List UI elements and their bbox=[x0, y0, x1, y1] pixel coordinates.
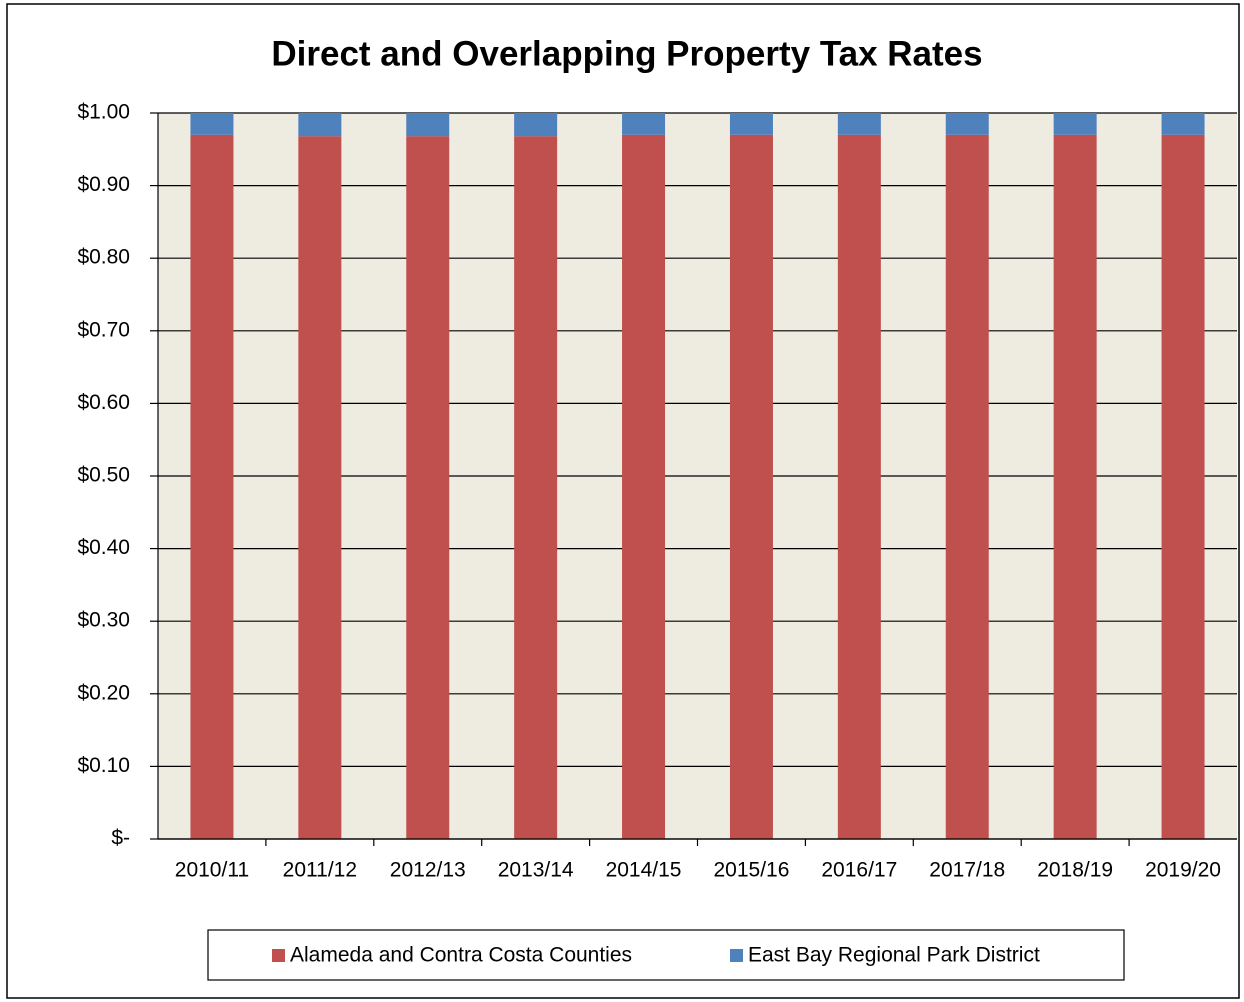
bar-segment bbox=[837, 134, 881, 839]
y-tick-label: $- bbox=[111, 827, 130, 850]
y-tick-label: $0.90 bbox=[77, 173, 130, 196]
x-tick-label: 2010/11 bbox=[175, 859, 249, 882]
legend-label: East Bay Regional Park District bbox=[748, 944, 1040, 967]
x-tick-label: 2017/18 bbox=[929, 859, 1005, 882]
x-tick-label: 2019/20 bbox=[1145, 859, 1221, 882]
bar-segment bbox=[190, 113, 234, 135]
x-tick-label: 2011/12 bbox=[283, 859, 357, 882]
y-tick-label: $0.60 bbox=[77, 391, 130, 414]
y-tick-label: $1.00 bbox=[77, 101, 130, 124]
chart-title: Direct and Overlapping Property Tax Rate… bbox=[271, 34, 982, 73]
bar-segment bbox=[190, 134, 234, 839]
bar-segment bbox=[298, 113, 342, 137]
bar-segment bbox=[298, 136, 342, 839]
bar-segment bbox=[945, 113, 989, 135]
y-tick-label: $0.50 bbox=[77, 464, 130, 487]
y-tick-label: $0.30 bbox=[77, 609, 130, 632]
bar-segment bbox=[406, 113, 450, 137]
bar-segment bbox=[406, 136, 450, 839]
bar-segment bbox=[514, 113, 558, 137]
x-tick-label: 2015/16 bbox=[713, 859, 789, 882]
x-tick-label: 2018/19 bbox=[1037, 859, 1113, 882]
legend-label: Alameda and Contra Costa Counties bbox=[290, 944, 632, 967]
bar-segment bbox=[514, 136, 558, 839]
x-tick-label: 2012/13 bbox=[390, 859, 466, 882]
y-tick-label: $0.20 bbox=[77, 681, 130, 704]
legend-swatch bbox=[272, 949, 285, 962]
bar-segment bbox=[622, 113, 666, 135]
bar-segment bbox=[729, 113, 773, 135]
legend-box bbox=[207, 929, 1125, 981]
bar-segment bbox=[837, 113, 881, 135]
y-tick-label: $0.70 bbox=[77, 318, 130, 341]
x-tick-label: 2013/14 bbox=[498, 859, 574, 882]
x-tick-label: 2016/17 bbox=[821, 859, 897, 882]
bar-segment bbox=[1161, 134, 1205, 839]
bar-segment bbox=[1053, 113, 1097, 135]
bar-segment bbox=[945, 134, 989, 839]
bar-segment bbox=[1161, 113, 1205, 135]
bar-segment bbox=[1053, 134, 1097, 839]
y-tick-label: $0.80 bbox=[77, 246, 130, 269]
bar-segment bbox=[622, 134, 666, 839]
y-tick-label: $0.10 bbox=[77, 754, 130, 777]
x-tick-label: 2014/15 bbox=[606, 859, 682, 882]
bar-segment bbox=[729, 134, 773, 839]
legend-swatch bbox=[730, 949, 743, 962]
y-tick-label: $0.40 bbox=[77, 536, 130, 559]
